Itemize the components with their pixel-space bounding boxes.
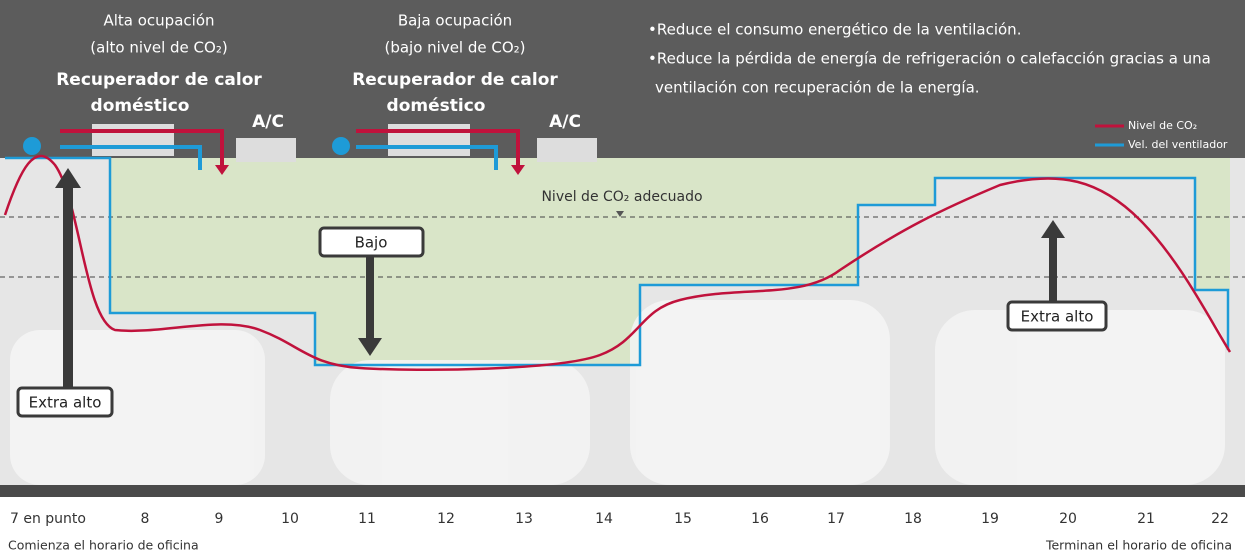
hour-label: 7 en punto (10, 511, 86, 527)
hour-label: 22 (1211, 511, 1229, 527)
label: Alta ocupación (103, 12, 214, 30)
hour-label: 14 (595, 511, 613, 527)
co2-line (3, 154, 1232, 372)
label: doméstico (387, 96, 486, 116)
footer-end: Terminan el horario de oficina (1045, 538, 1232, 553)
bullet: •Reduce la pérdida de energía de refrige… (648, 50, 1211, 68)
label: doméstico (91, 96, 190, 116)
legend-entry: Nivel de CO₂ (1128, 119, 1197, 132)
hour-label: 20 (1059, 511, 1077, 527)
hour-label: 9 (215, 511, 224, 527)
footer-start: Comienza el horario de oficina (8, 538, 199, 553)
arrow (55, 168, 1065, 390)
hour-label: 10 (281, 511, 299, 527)
hour-label: 13 (515, 511, 533, 527)
label: Recuperador de calor (352, 70, 558, 90)
hour-label: 15 (674, 511, 692, 527)
bullet: •Reduce el consumo energético de la vent… (648, 21, 1021, 39)
label: A/C (252, 112, 284, 132)
duct-middle (332, 124, 597, 175)
callout-box (16, 386, 114, 418)
floor (0, 485, 1245, 497)
hour-label: 21 (1137, 511, 1155, 527)
scene-panels (10, 300, 1225, 485)
hour-label: 19 (981, 511, 999, 527)
label: (bajo nivel de CO₂) (384, 39, 525, 57)
threshold-label: Nivel de CO₂ adecuado (541, 189, 702, 205)
callout: Bajo (355, 234, 388, 252)
label: (alto nivel de CO₂) (90, 39, 227, 57)
hour-label: 18 (904, 511, 922, 527)
hour-label: 11 (358, 511, 376, 527)
marker (616, 211, 624, 217)
hour-label: 12 (437, 511, 455, 527)
fan-speed-line (5, 156, 1230, 367)
legend-entry: Vel. del ventilador (1128, 138, 1228, 151)
hour-label: 8 (141, 511, 150, 527)
hour-label: 16 (751, 511, 769, 527)
callout: Extra alto (1021, 308, 1094, 326)
callout: Extra alto (29, 394, 102, 412)
callout-box (318, 226, 425, 258)
label: Baja ocupación (398, 12, 512, 30)
bullet: ventilación con recuperación de la energ… (655, 79, 980, 97)
duct-left (23, 124, 296, 175)
hour-label: 17 (827, 511, 845, 527)
callout-box (1006, 300, 1108, 332)
green-zone (110, 158, 1230, 365)
label: A/C (549, 112, 581, 132)
label: Recuperador de calor (56, 70, 262, 90)
